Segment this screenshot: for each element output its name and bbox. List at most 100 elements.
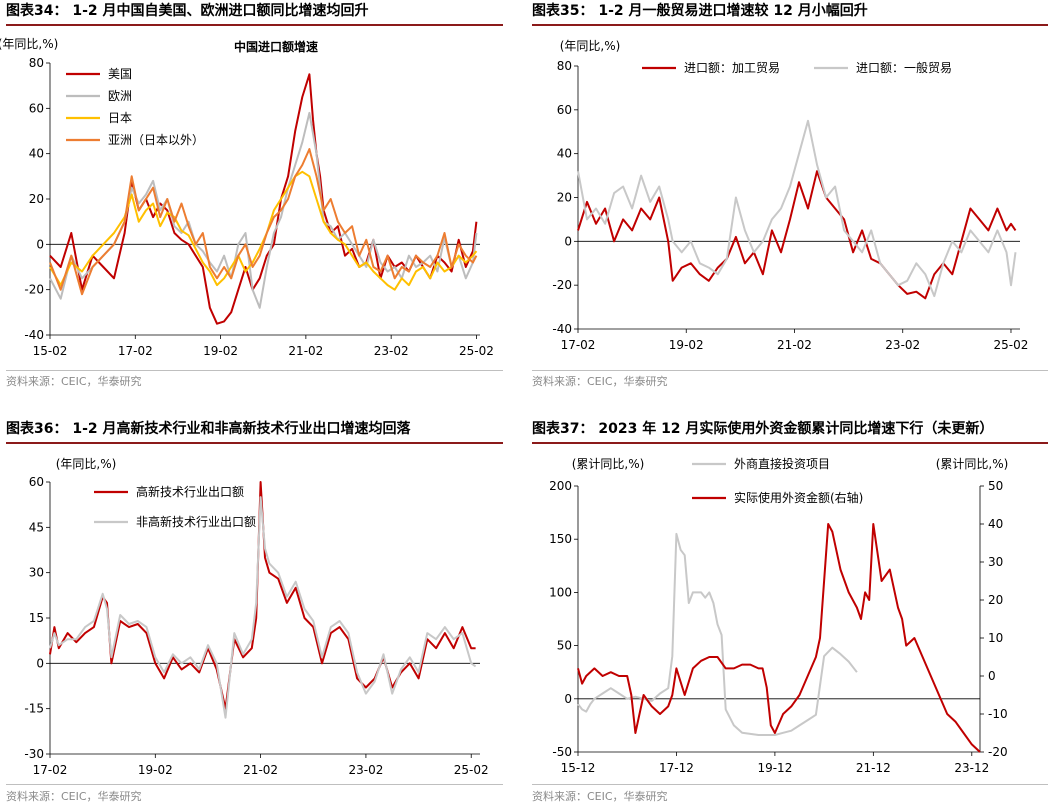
source-divider — [6, 784, 503, 785]
y-tick-label: 15 — [29, 611, 44, 625]
legend-label: 外商直接投资项目 — [734, 456, 830, 471]
line-chart-34: -40 -20 0 20 40 60 80 15-02 17-02 19-02 21-02 23-02… — [0, 37, 494, 358]
x-tick-label: 19-12 — [757, 761, 792, 775]
x-tick-label: 17-02 — [561, 338, 596, 352]
title-underline — [6, 24, 503, 26]
x-tick-label: 17-02 — [118, 344, 153, 358]
x-tick-label: 21-02 — [777, 338, 812, 352]
y-tick-label: 100 — [549, 585, 572, 599]
y-tick-label: 0 — [36, 237, 44, 251]
y-tick-label: 80 — [29, 56, 44, 70]
legend-label: 日本 — [108, 111, 132, 125]
x-tick-label: 25-02 — [454, 763, 489, 777]
y-axis-label: (累计同比,%) — [572, 457, 645, 471]
series-line-3 — [49, 148, 478, 296]
series-line-1 — [49, 496, 477, 719]
legend-label: 美国 — [108, 67, 132, 81]
y-axis-right-label: (累计同比,%) — [936, 457, 1009, 471]
y-axis-label: (年同比,%) — [56, 457, 117, 471]
source-divider — [6, 370, 503, 371]
y-right-tick-label: -20 — [988, 745, 1008, 759]
x-tick-label: 25-02 — [459, 344, 494, 358]
title-underline — [532, 24, 1048, 26]
chart-title: 图表37： 2023 年 12 月实际使用外资金额累计同比增速下行（未更新） — [532, 421, 994, 437]
panel-chart-34: 图表34： 1-2 月中国自美国、欧洲进口额同比增速均回升 -40 -20 0 20 4… — [0, 0, 506, 400]
x-tick-label: 21-12 — [856, 761, 891, 775]
chart-subtitle: 中国进口额增速 — [234, 39, 318, 54]
y-tick-label: 150 — [549, 532, 572, 546]
y-tick-label: 40 — [557, 147, 572, 161]
x-tick-label: 17-02 — [33, 763, 68, 777]
y-tick-label: 200 — [549, 479, 572, 493]
x-tick-label: 19-02 — [203, 344, 238, 358]
x-tick-label: 21-02 — [243, 763, 278, 777]
x-tick-label: 19-02 — [138, 763, 173, 777]
y-tick-label: 0 — [564, 692, 572, 706]
y-right-tick-label: 50 — [988, 479, 1003, 493]
y-tick-label: 60 — [29, 475, 44, 489]
x-tick-label: 21-02 — [288, 344, 323, 358]
x-tick-label: 25-02 — [994, 338, 1029, 352]
chart-source: 资料来源：CEIC，华泰研究 — [6, 790, 142, 803]
y-tick-label: -20 — [24, 283, 44, 297]
line-chart-36: -30 -15 0 15 30 45 60 17-02 19-02 21-02 23-02 25-02… — [24, 457, 489, 777]
panel-chart-36: 图表36： 1-2 月高新技术行业和非高新技术行业出口增速均回落 -30 -15 0… — [6, 418, 506, 809]
panel-chart-37: 图表37： 2023 年 12 月实际使用外资金额累计同比增速下行（未更新） -… — [532, 418, 1052, 809]
x-tick-label: 23-02 — [885, 338, 920, 352]
series-line-0 — [577, 170, 1017, 300]
y-tick-label: 80 — [557, 59, 572, 73]
y-tick-label: 20 — [29, 192, 44, 206]
legend-label: 非高新技术行业出口额 — [136, 514, 256, 529]
y-tick-label: 0 — [564, 234, 572, 248]
title-underline — [532, 442, 1048, 444]
chart-source: 资料来源：CEIC，华泰研究 — [532, 375, 668, 388]
series-line-2 — [49, 170, 478, 291]
y-tick-label: -40 — [24, 328, 44, 342]
legend-label: 亚洲（日本以外） — [108, 133, 204, 147]
series-line-0 — [577, 532, 858, 736]
y-right-tick-label: -10 — [988, 707, 1008, 721]
y-tick-label: 40 — [29, 147, 44, 161]
chart-title: 图表35： 1-2 月一般贸易进口增速较 12 月小幅回升 — [532, 3, 868, 19]
chart-source: 资料来源：CEIC，华泰研究 — [6, 375, 142, 388]
series-line-1 — [49, 111, 478, 309]
legend-label: 欧洲 — [108, 89, 132, 103]
y-tick-label: 20 — [557, 191, 572, 205]
y-tick-label: -15 — [24, 702, 44, 716]
y-axis-label: (年同比,%) — [0, 37, 58, 51]
line-chart-37: -50 0 50 100 150 200 -20 -10 0 10 20 30 40 50 15-12 17-… — [549, 456, 1009, 775]
title-underline — [6, 442, 503, 444]
y-tick-label: 45 — [29, 520, 44, 534]
chart-title: 图表34： 1-2 月中国自美国、欧洲进口额同比增速均回升 — [6, 3, 369, 19]
y-axis-label: (年同比,%) — [560, 39, 621, 53]
x-tick-label: 23-12 — [954, 761, 989, 775]
legend-label: 高新技术行业出口额 — [136, 484, 244, 499]
x-tick-label: 17-12 — [659, 761, 694, 775]
x-tick-label: 15-12 — [561, 761, 596, 775]
y-tick-label: -50 — [552, 745, 572, 759]
y-tick-label: -40 — [552, 322, 572, 336]
y-tick-label: 60 — [557, 103, 572, 117]
x-tick-label: 15-02 — [33, 344, 68, 358]
y-tick-label: 60 — [29, 101, 44, 115]
y-right-tick-label: 20 — [988, 593, 1003, 607]
chart-source: 资料来源：CEIC，华泰研究 — [532, 790, 668, 803]
y-right-tick-label: 30 — [988, 555, 1003, 569]
y-right-tick-label: 0 — [988, 669, 996, 683]
series-line-1 — [577, 119, 1017, 298]
legend-label: 实际使用外资金额(右轴) — [734, 490, 863, 505]
legend-label: 进口额：一般贸易 — [856, 60, 952, 75]
x-tick-label: 19-02 — [669, 338, 704, 352]
y-tick-label: 30 — [29, 566, 44, 580]
line-chart-35: -40 -20 0 20 40 60 80 17-02 19-02 21-02 23-02 25-02… — [552, 39, 1029, 352]
y-right-tick-label: 10 — [988, 631, 1003, 645]
x-tick-label: 23-02 — [348, 763, 383, 777]
chart-title: 图表36： 1-2 月高新技术行业和非高新技术行业出口增速均回落 — [6, 421, 411, 437]
y-tick-label: 50 — [557, 639, 572, 653]
y-tick-label: -20 — [552, 278, 572, 292]
source-divider — [532, 784, 1048, 785]
x-tick-label: 23-02 — [374, 344, 409, 358]
y-right-tick-label: 40 — [988, 517, 1003, 531]
y-tick-label: -30 — [24, 747, 44, 761]
panel-chart-35: 图表35： 1-2 月一般贸易进口增速较 12 月小幅回升 -40 -20 0 20 4… — [532, 0, 1052, 400]
